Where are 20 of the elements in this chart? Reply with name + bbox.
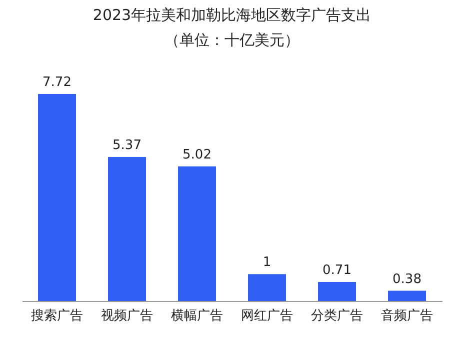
x-tick-label: 横幅广告 (171, 308, 223, 324)
bar (108, 157, 146, 301)
data-label: 7.72 (42, 75, 72, 90)
x-tick-label: 网红广告 (241, 308, 293, 324)
bar (248, 274, 286, 301)
x-tick-label: 搜索广告 (31, 308, 83, 324)
x-tick-label: 音频广告 (381, 308, 433, 324)
chart-subtitle: （单位：十亿美元） (164, 31, 300, 49)
data-label: 5.37 (112, 138, 142, 154)
data-label: 1 (262, 255, 272, 270)
bar (178, 166, 216, 301)
bar (388, 290, 426, 301)
data-label: 5.02 (182, 147, 212, 162)
data-label: 0.71 (322, 262, 352, 278)
x-tick-label: 分类广告 (311, 308, 363, 324)
bar (38, 94, 76, 301)
data-label: 0.38 (392, 272, 422, 287)
chart-title: 2023年拉美和加勒比海地区数字广告支出 (92, 6, 372, 24)
bar (318, 282, 356, 301)
x-tick-label: 视频广告 (101, 308, 153, 324)
